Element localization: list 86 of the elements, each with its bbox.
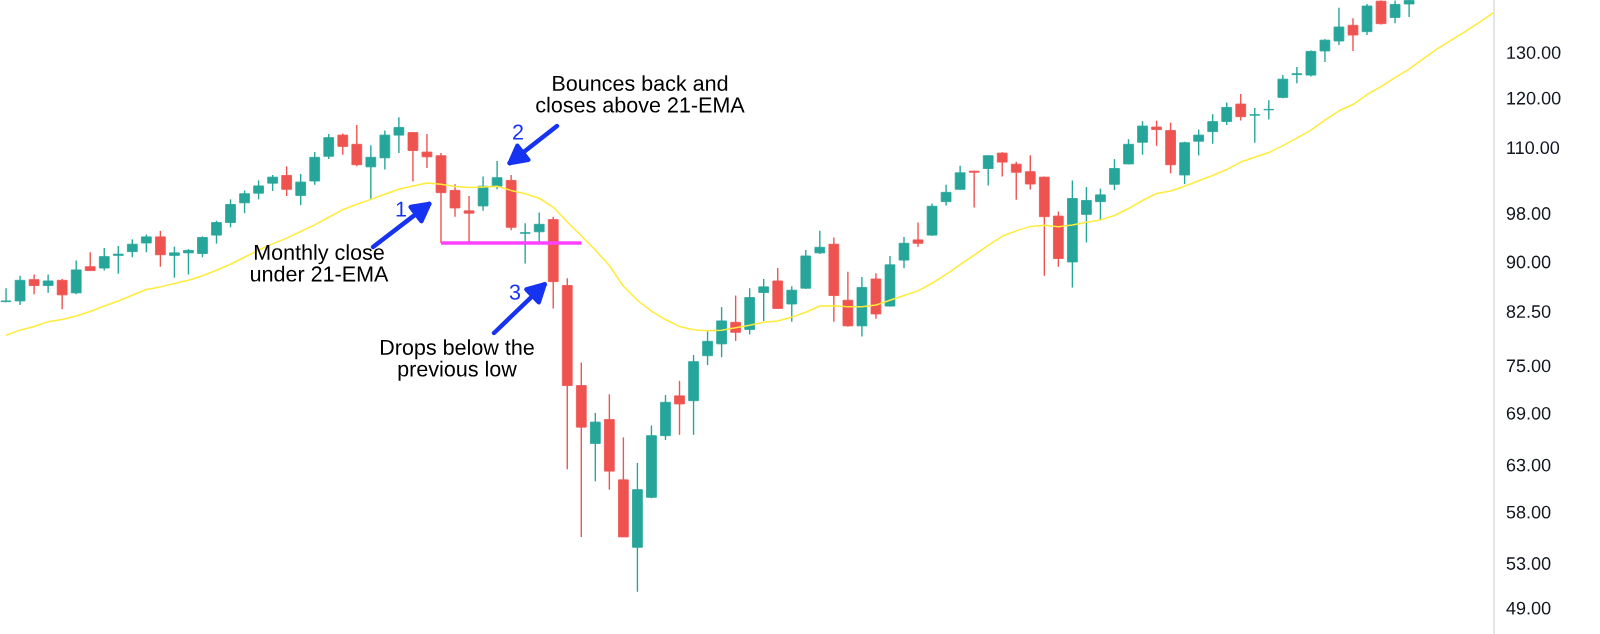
candlestick	[730, 294, 741, 342]
annotation: Bounces back and closes above 21-EMA	[536, 75, 745, 113]
candlestick	[1319, 38, 1331, 63]
candlestick	[590, 412, 601, 482]
candlestick	[1123, 138, 1134, 165]
candlestick	[197, 235, 208, 258]
y-tick-label: 130.00	[1507, 46, 1561, 59]
y-tick-label: 75.00	[1506, 359, 1551, 373]
candlestick	[14, 275, 26, 306]
candlestick	[491, 160, 503, 190]
candlestick	[42, 273, 54, 294]
candlestick	[449, 183, 461, 218]
candlestick	[379, 129, 391, 171]
candlestick	[898, 236, 910, 270]
candlestick	[758, 278, 770, 322]
candlestick	[674, 380, 685, 436]
candlestick	[0, 287, 12, 303]
candlestick	[281, 165, 292, 197]
candlestick	[211, 220, 222, 245]
candlestick	[98, 247, 110, 272]
candlestick	[351, 124, 363, 168]
candlestick	[1207, 113, 1219, 145]
y-tick-label: 90.00	[1506, 255, 1551, 269]
candlestick	[1403, 0, 1415, 18]
candlestick	[365, 144, 377, 201]
candlestick	[1375, 0, 1387, 26]
candlestick	[912, 221, 924, 248]
candlestick	[323, 133, 335, 160]
y-tick-label: 120.00	[1507, 91, 1561, 105]
candlestick	[1095, 188, 1106, 221]
candlestick	[309, 151, 321, 186]
candlestick	[407, 131, 419, 183]
candlestick	[968, 169, 980, 209]
candlestick	[84, 251, 96, 272]
candlestick	[28, 273, 40, 295]
candlestick	[1221, 101, 1233, 126]
annotation: Drops below the previous low	[380, 339, 534, 381]
candlestick	[112, 245, 124, 275]
candlestick	[1333, 6, 1345, 46]
candlestick	[1081, 186, 1092, 244]
candlestick	[155, 230, 166, 268]
line-series	[5, 12, 1494, 336]
candlestick	[533, 211, 545, 244]
candlestick	[225, 198, 236, 228]
candlestick	[982, 154, 994, 187]
annotation: 1	[396, 201, 406, 217]
y-tick-label: 63.00	[1506, 458, 1551, 472]
candlestick	[253, 179, 264, 201]
candlestick	[1249, 107, 1261, 144]
candlestick	[1109, 158, 1120, 191]
candlestick	[463, 195, 475, 244]
candlestick	[70, 259, 82, 295]
y-tick-label: 82.50	[1506, 305, 1551, 318]
annotation: 2	[513, 124, 523, 140]
candlestick	[1347, 17, 1359, 52]
candlestick	[421, 133, 433, 169]
candlestick	[169, 245, 180, 279]
annotation: 3	[509, 284, 521, 300]
candlestick	[239, 189, 250, 214]
y-tick-label: 53.00	[1506, 557, 1551, 570]
candlestick	[702, 329, 713, 366]
y-tick-label: 110.00	[1507, 141, 1560, 155]
candlestick	[393, 116, 405, 154]
candlestick	[519, 222, 531, 265]
candlestick	[477, 175, 489, 212]
candlestick	[996, 151, 1008, 178]
candlestick	[1235, 93, 1247, 122]
candlestick	[1137, 120, 1148, 156]
y-tick-label: 98.00	[1506, 207, 1551, 220]
y-tick-label: 69.00	[1506, 406, 1551, 420]
annotation: Monthly close under 21-EMA	[251, 244, 389, 282]
candlestick	[183, 248, 194, 276]
candlestick	[786, 285, 798, 323]
candlestick	[1193, 128, 1204, 157]
y-tick-label: 49.00	[1506, 601, 1551, 615]
candlestick	[1010, 161, 1022, 201]
candlestick	[1024, 154, 1036, 191]
candlestick	[56, 278, 68, 310]
y-tick-label: 58.00	[1506, 505, 1551, 519]
candlestick	[295, 173, 307, 206]
candlestick	[954, 165, 966, 191]
candlestick	[1291, 66, 1303, 85]
candlestick	[716, 306, 727, 358]
candlestick	[1151, 119, 1162, 147]
candlestick	[940, 184, 952, 207]
candlestick	[1389, 0, 1401, 24]
